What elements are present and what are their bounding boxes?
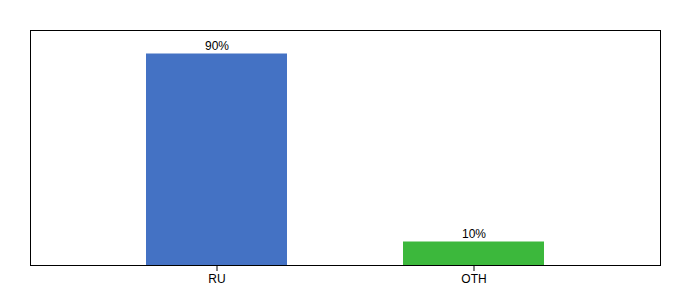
svg-text:OTH: OTH [461, 272, 486, 286]
svg-text:90%: 90% [205, 39, 229, 53]
svg-text:10%: 10% [462, 227, 486, 241]
svg-text:RU: RU [208, 272, 225, 286]
